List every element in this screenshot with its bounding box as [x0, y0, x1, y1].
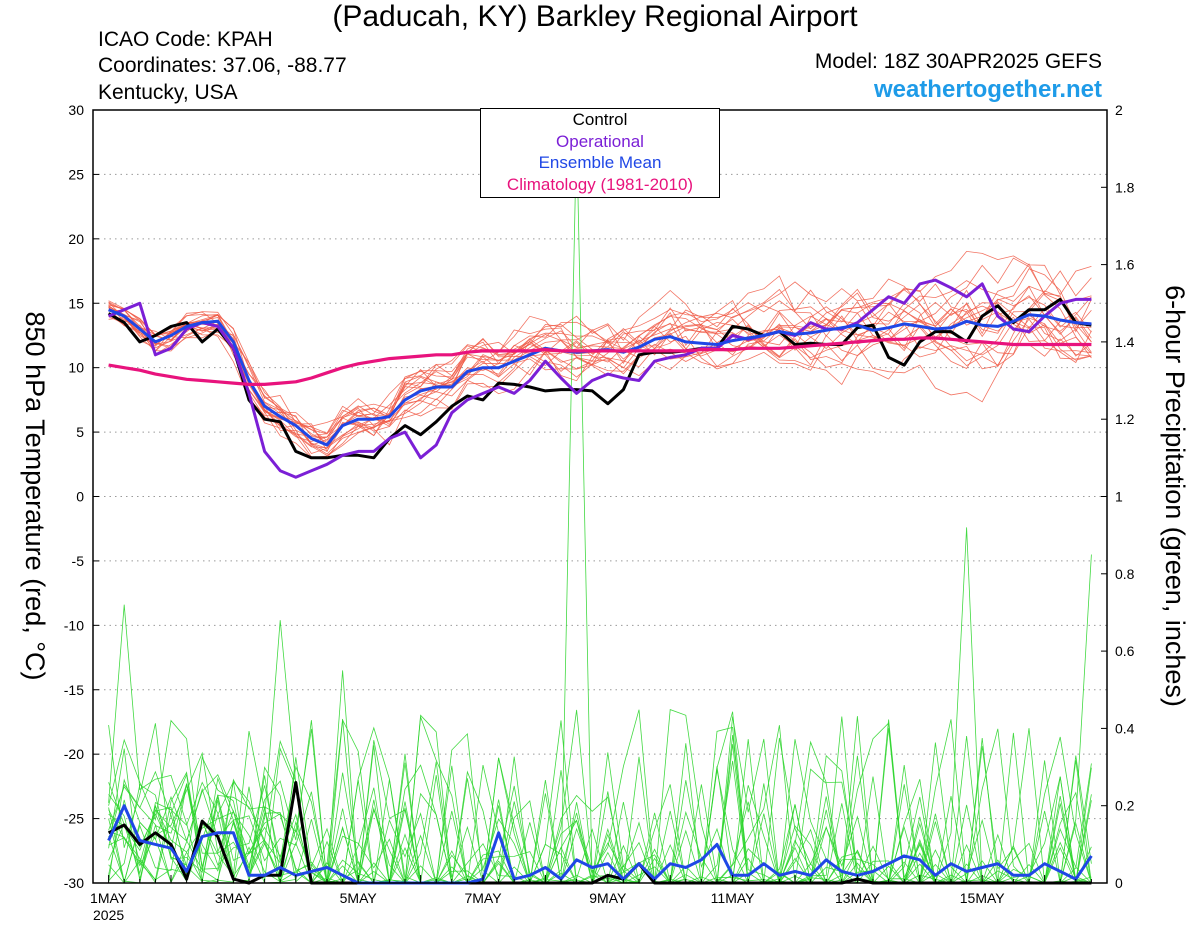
site-link[interactable]: weathertogether.net [873, 76, 1102, 103]
coordinates: Coordinates: 37.06, -88.77 [98, 54, 347, 77]
operational-temp-line [108, 278, 1092, 479]
x-tick-label: 1MAY [90, 890, 128, 906]
y2-tick-label: 1 [1115, 489, 1123, 505]
x-tick-sublabel: 2025 [93, 907, 124, 923]
ensemble-member-temp-line [108, 295, 1092, 452]
icao-code: ICAO Code: KPAH [98, 28, 273, 51]
legend-ensemble-mean: Ensemble Mean [538, 153, 662, 172]
y-tick-label: 5 [76, 424, 84, 440]
y2-tick-label: 0.8 [1115, 566, 1135, 582]
y-tick-label: -10 [64, 617, 84, 633]
x-tick-label: 9MAY [589, 890, 627, 906]
y-tick-label: 30 [68, 102, 84, 118]
x-tick-label: 11MAY [711, 890, 755, 906]
y-tick-label: -30 [64, 875, 84, 891]
y2-axis-label: 6-hour Precipitation (green, inches) [1160, 285, 1190, 707]
ensemble-member-temp-line [108, 302, 1092, 427]
model-run: Model: 18Z 30APR2025 GEFS [814, 50, 1102, 73]
y-tick-label: 10 [68, 360, 84, 376]
y2-tick-label: 2 [1115, 102, 1123, 118]
x-tick-label: 7MAY [464, 890, 502, 906]
y2-tick-label: 0.2 [1115, 798, 1135, 814]
ensemble-member-precip-line [108, 726, 1092, 885]
y-tick-label: -5 [72, 553, 85, 569]
y-tick-label: -20 [64, 746, 84, 762]
region: Kentucky, USA [98, 81, 238, 104]
y-tick-label: 25 [68, 166, 84, 182]
ensemble-member-temp-line [108, 275, 1092, 444]
x-tick-label: 13MAY [835, 890, 881, 906]
ensemble-mean-precip-line [107, 804, 1093, 885]
legend-climatology: Climatology (1981-2010) [506, 174, 694, 194]
ensemble-member-precip-line [108, 129, 1092, 884]
ensemble-member-precip-line [108, 737, 1092, 885]
ensemble-member-temp-line [108, 270, 1092, 435]
y-tick-label: 20 [68, 231, 84, 247]
ensemble-member-temp-line [108, 263, 1092, 439]
y2-tick-label: 0.6 [1115, 643, 1135, 659]
ensemble-member-temp-line [108, 305, 1092, 449]
y-tick-label: -15 [64, 682, 84, 698]
y2-tick-label: 0 [1115, 875, 1123, 891]
x-tick-label: 5MAY [340, 890, 378, 906]
chart-title: (Paducah, KY) Barkley Regional Airport [332, 0, 858, 33]
legend-control: Control [572, 110, 628, 129]
ensemble-member-temp-line [108, 268, 1092, 453]
climatology-1981-2010-temp-line [108, 336, 1092, 386]
y2-tick-label: 1.2 [1115, 411, 1135, 427]
legend: Control Operational Ensemble Mean Climat… [480, 108, 720, 198]
y2-tick-label: 1.8 [1115, 179, 1135, 195]
ensemble-member-precip-line [108, 711, 1092, 885]
y2-tick-label: 1.4 [1115, 334, 1135, 350]
y-tick-label: 0 [76, 489, 84, 505]
y-tick-label: 15 [68, 295, 84, 311]
y2-tick-label: 1.6 [1115, 257, 1135, 273]
legend-operational: Operational [556, 131, 644, 151]
y-tick-label: -25 [64, 811, 84, 827]
x-tick-label: 15MAY [960, 890, 1006, 906]
x-tick-label: 3MAY [215, 890, 253, 906]
y2-tick-label: 0.4 [1115, 720, 1135, 736]
y-axis-label: 850 hPa Temperature (red, °C) [20, 312, 50, 681]
